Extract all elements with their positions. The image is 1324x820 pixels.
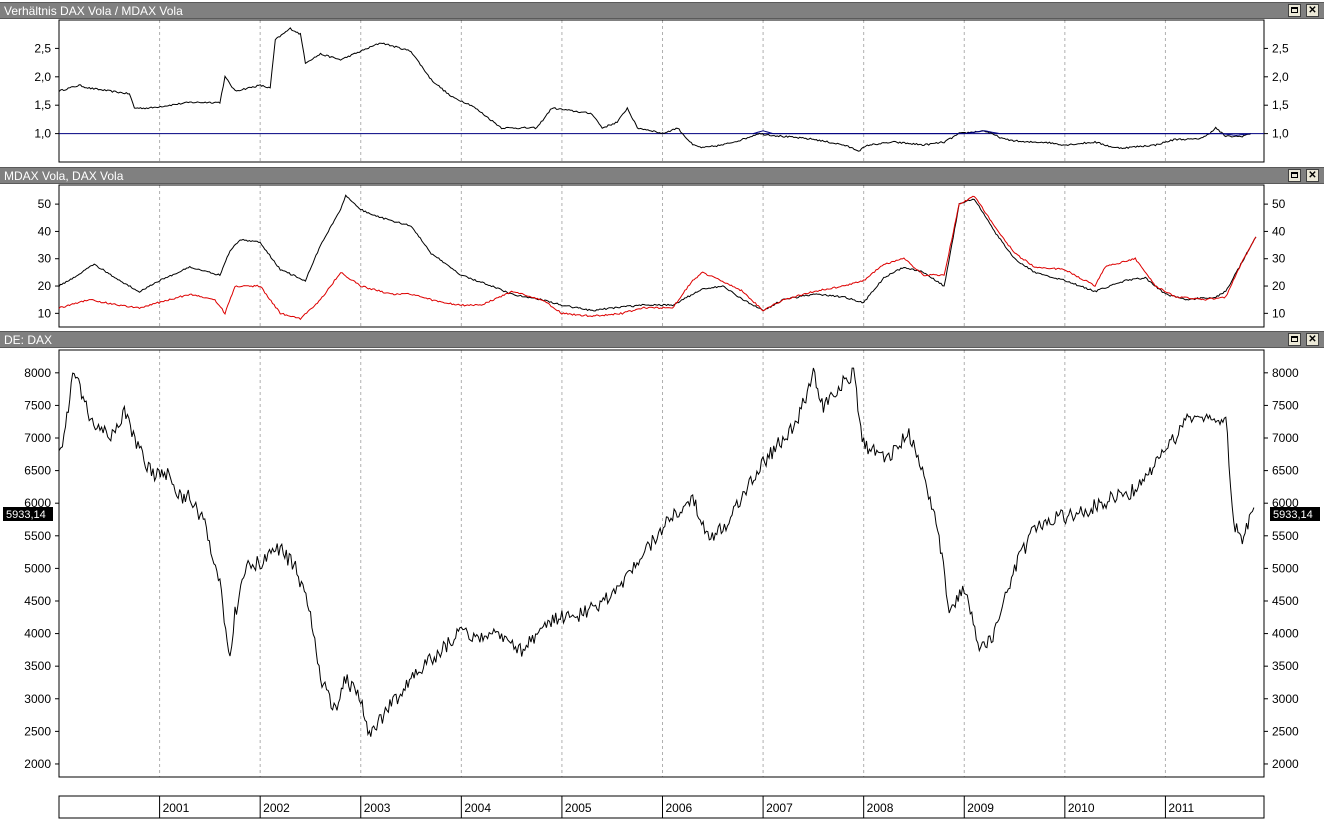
panel-dax-titlebar[interactable]: DE: DAX ✕ [0, 331, 1324, 348]
ytick-label-right: 2500 [1272, 724, 1299, 738]
xtick-label: 2008 [867, 801, 894, 815]
series-line-0-0 [58, 27, 1252, 152]
ytick-label-right: 7000 [1272, 431, 1299, 445]
ytick-label-right: 2000 [1272, 757, 1299, 771]
last-value-box-right [1270, 507, 1320, 521]
ytick-label-right: 10 [1272, 306, 1286, 320]
ytick-label-left: 5500 [24, 529, 51, 543]
ytick-label-right: 20 [1272, 279, 1286, 293]
ytick-label-right: 8000 [1272, 366, 1299, 380]
xtick-label: 2005 [565, 801, 592, 815]
ytick-label-left: 6000 [24, 496, 51, 510]
maximize-icon [1291, 336, 1298, 342]
close-button[interactable]: ✕ [1306, 333, 1319, 346]
ytick-label-right: 3500 [1272, 659, 1299, 673]
maximize-button[interactable] [1288, 333, 1301, 346]
ytick-label-right: 4500 [1272, 594, 1299, 608]
close-icon: ✕ [1308, 5, 1317, 16]
xtick-label: 2006 [666, 801, 693, 815]
maximize-icon [1291, 7, 1298, 13]
panel-title: MDAX Vola, DAX Vola [4, 169, 124, 183]
ytick-label-left: 2,0 [34, 70, 51, 84]
series-line-1-1 [58, 195, 1257, 321]
last-value-right: 5933,14 [1273, 509, 1313, 521]
last-value-box-left [3, 507, 53, 521]
xtick-label: 2002 [263, 801, 290, 815]
panel-ratio-titlebar[interactable]: Verhältnis DAX Vola / MDAX Vola ✕ [0, 2, 1324, 19]
maximize-button[interactable] [1288, 169, 1301, 182]
x-axis-frame [58, 795, 1265, 819]
ytick-label-left: 50 [38, 197, 52, 211]
close-button[interactable]: ✕ [1306, 4, 1319, 17]
xtick-label: 2004 [464, 801, 491, 815]
last-value-left: 5933,14 [6, 509, 46, 521]
series-line-2-0 [58, 367, 1255, 737]
ytick-label-right: 50 [1272, 197, 1286, 211]
last-value-markers: 5933,14 5933,14 [3, 507, 1320, 521]
ytick-label-left: 30 [38, 252, 52, 266]
ytick-label-right: 1,5 [1272, 98, 1289, 112]
ytick-label-left: 10 [38, 306, 52, 320]
ytick-label-left: 4500 [24, 594, 51, 608]
xtick-label: 2010 [1068, 801, 1095, 815]
ytick-label-right: 2,5 [1272, 41, 1289, 55]
close-button[interactable]: ✕ [1306, 169, 1319, 182]
ytick-label-left: 20 [38, 279, 52, 293]
ytick-label-right: 3000 [1272, 692, 1299, 706]
ytick-label-left: 2500 [24, 724, 51, 738]
maximize-icon [1291, 172, 1298, 178]
ytick-label-right: 5500 [1272, 529, 1299, 543]
ytick-label-left: 7000 [24, 431, 51, 445]
ytick-label-right: 6500 [1272, 464, 1299, 478]
panel-title: DE: DAX [4, 333, 53, 347]
ytick-label-right: 5000 [1272, 561, 1299, 575]
panel-title: Verhältnis DAX Vola / MDAX Vola [4, 4, 183, 18]
ytick-label-right: 4000 [1272, 627, 1299, 641]
xtick-label: 2001 [163, 801, 190, 815]
xtick-label: 2003 [364, 801, 391, 815]
ytick-label-right: 30 [1272, 252, 1286, 266]
series-layer [58, 27, 1257, 737]
ytick-label-left: 1,0 [34, 127, 51, 141]
maximize-button[interactable] [1288, 4, 1301, 17]
ytick-label-left: 40 [38, 224, 52, 238]
panel-dax-grid [159, 350, 1166, 777]
xtick-label: 2007 [766, 801, 793, 815]
ytick-label-left: 2,5 [34, 41, 51, 55]
xtick-label: 2011 [1168, 801, 1194, 815]
xtick-label: 2009 [967, 801, 994, 815]
x-axis: 2001 2002 2003 2004 2005 2006 2007 2008 2009 2010… [58, 795, 1265, 819]
ytick-label-right: 1,0 [1272, 127, 1289, 141]
series-line-1-0 [58, 194, 1257, 312]
ytick-label-left: 8000 [24, 366, 51, 380]
ytick-label-right: 6000 [1272, 496, 1299, 510]
ytick-label-left: 5000 [24, 561, 51, 575]
plot-frame [58, 349, 1265, 778]
tick-labels: 1,0 1,0 1,5 1,5 2,0 2,0 2,5 2,5 10 10 20 20 30 30 40 40… [24, 41, 1299, 771]
ytick-label-left: 2000 [24, 757, 51, 771]
close-icon: ✕ [1308, 170, 1317, 181]
close-icon: ✕ [1308, 334, 1317, 345]
ytick-label-left: 6500 [24, 464, 51, 478]
ytick-label-left: 3500 [24, 659, 51, 673]
series-line-0-1 [752, 130, 1251, 136]
ytick-label-right: 7500 [1272, 398, 1299, 412]
plot-frame [58, 184, 1265, 328]
ytick-label-left: 4000 [24, 627, 51, 641]
ytick-label-left: 1,5 [34, 98, 51, 112]
ytick-label-right: 40 [1272, 224, 1286, 238]
ytick-label-right: 2,0 [1272, 70, 1289, 84]
ytick-label-left: 3000 [24, 692, 51, 706]
panel-vola-titlebar[interactable]: MDAX Vola, DAX Vola ✕ [0, 167, 1324, 184]
ytick-label-left: 7500 [24, 398, 51, 412]
